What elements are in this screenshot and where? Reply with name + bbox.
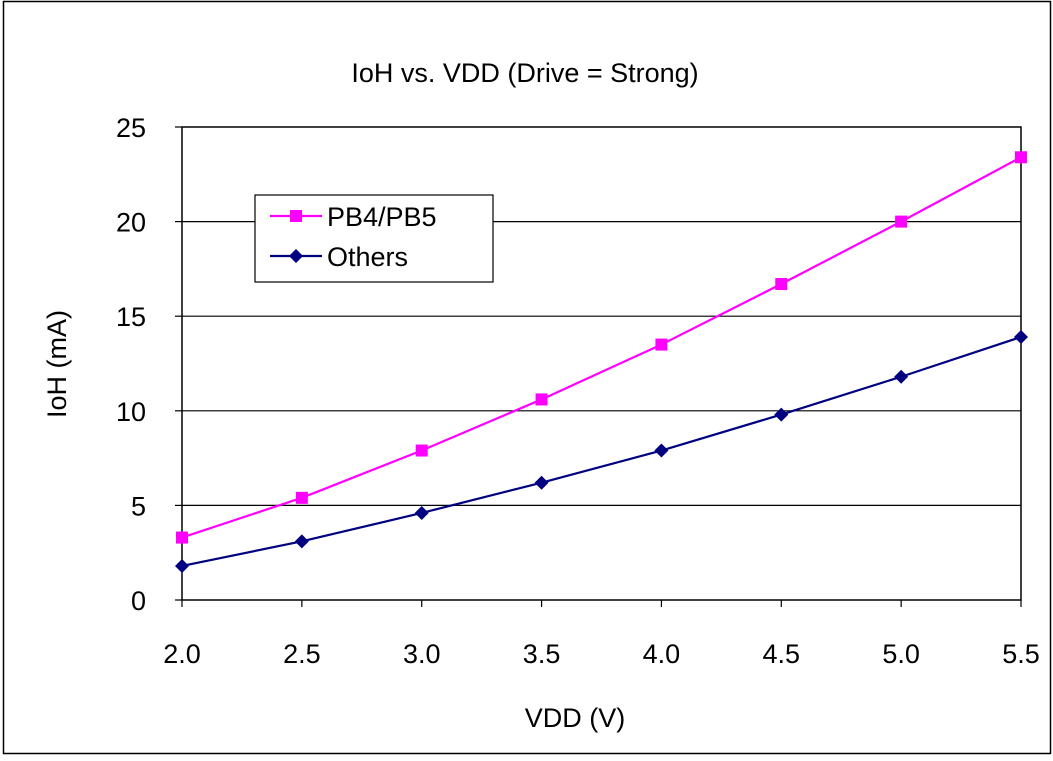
data-point	[414, 505, 429, 520]
legend-marker	[289, 249, 303, 263]
data-point	[894, 369, 909, 384]
series-line-others	[181, 335, 1022, 568]
x-tick-label: 3.0	[403, 639, 441, 669]
series-line-pb4-pb5	[181, 156, 1022, 539]
series-pb4-pb5	[176, 151, 1027, 544]
y-tick-label: 20	[116, 208, 146, 238]
data-point	[294, 534, 309, 549]
data-point	[774, 407, 789, 422]
x-axis: 2.0 2.5 3.0 3.5 4.0 4.5 5.0 5.5	[163, 600, 1040, 669]
x-tick-label: 5.0	[882, 639, 920, 669]
data-point	[175, 558, 189, 573]
y-tick-label: 15	[116, 302, 146, 332]
data-point	[534, 475, 549, 490]
data-point	[655, 338, 668, 351]
data-point	[415, 444, 428, 457]
x-tick-label: 4.5	[763, 639, 801, 669]
chart-title: IoH vs. VDD (Drive = Strong)	[351, 58, 698, 88]
data-point	[1015, 151, 1027, 164]
y-axis: 0 5 10 15 20 25	[116, 113, 182, 616]
x-tick-label: 2.5	[283, 639, 321, 669]
legend: PB4/PB5 Others	[254, 194, 494, 283]
y-tick-label: 5	[131, 491, 146, 521]
x-tick-label: 3.5	[523, 639, 561, 669]
data-point	[176, 531, 188, 544]
data-point	[1014, 330, 1028, 345]
legend-marker	[290, 210, 302, 222]
legend-item-others: Others	[270, 242, 408, 272]
y-tick-label: 0	[131, 586, 146, 616]
y-axis-label: IoH (mA)	[42, 310, 72, 418]
x-tick-label: 2.0	[163, 639, 201, 669]
series-others	[175, 330, 1028, 573]
gridlines	[182, 221, 1021, 506]
x-tick-label: 5.5	[1002, 639, 1040, 669]
x-tick-label: 4.0	[643, 639, 681, 669]
data-point	[535, 393, 548, 406]
plot-area	[181, 126, 1022, 601]
legend-item-pb4-pb5: PB4/PB5	[270, 202, 437, 232]
series-group	[175, 151, 1028, 573]
legend-label: PB4/PB5	[327, 202, 437, 232]
data-point	[775, 278, 788, 291]
data-point	[654, 443, 669, 458]
x-axis-label: VDD (V)	[525, 703, 626, 733]
legend-box	[254, 194, 494, 283]
data-point	[895, 215, 908, 228]
data-point	[295, 491, 308, 504]
y-tick-label: 25	[116, 113, 146, 143]
legend-label: Others	[327, 242, 408, 272]
y-tick-label: 10	[116, 397, 146, 427]
